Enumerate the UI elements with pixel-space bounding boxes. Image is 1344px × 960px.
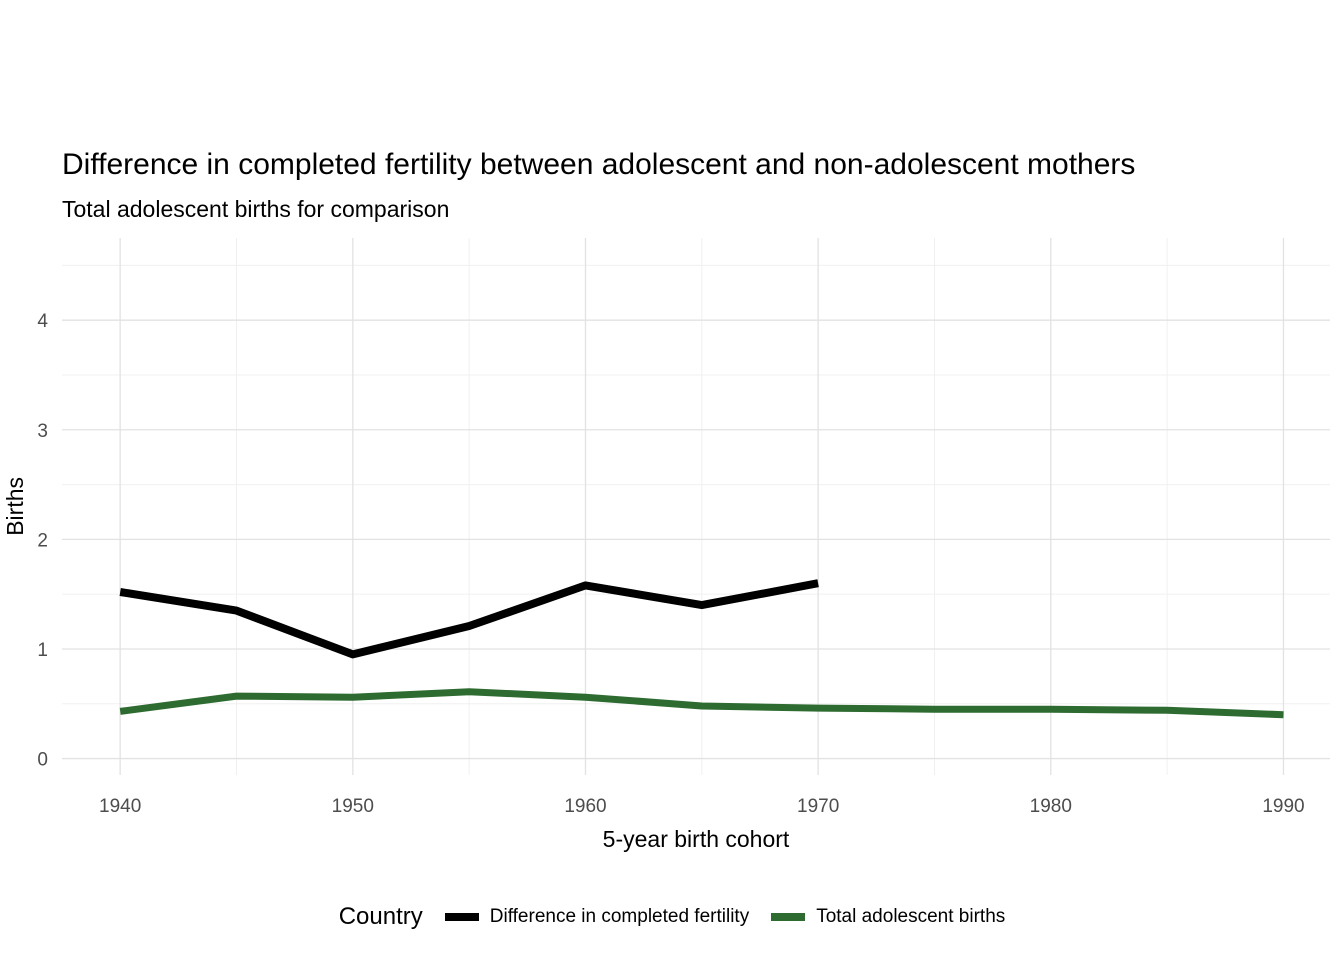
- series-line-difference: [119, 579, 819, 659]
- x-tick-label: 1940: [99, 796, 141, 817]
- legend-item-total-births: Total adolescent births: [771, 906, 1005, 928]
- legend-item-difference: Difference in completed fertility: [444, 906, 750, 928]
- y-axis-title: Births: [1, 477, 28, 536]
- legend-swatch-total-births: [771, 913, 806, 921]
- legend-label-difference: Difference in completed fertility: [489, 906, 750, 927]
- chart-subtitle: Total adolescent births for comparison: [62, 196, 450, 222]
- x-tick-label: 1970: [797, 796, 839, 817]
- legend-swatch-difference: [444, 913, 479, 921]
- legend-title: Country: [338, 903, 423, 930]
- y-tick-label: 2: [37, 530, 48, 551]
- y-tick-label: 3: [37, 421, 48, 442]
- y-tick-label: 4: [37, 311, 48, 332]
- series-line-total-births: [119, 688, 1284, 719]
- chart-title: Difference in completed fertility betwee…: [62, 148, 1136, 181]
- x-tick-label: 1990: [1262, 796, 1304, 817]
- x-axis-title: 5-year birth cohort: [602, 826, 790, 852]
- legend-label-total-births: Total adolescent births: [816, 906, 1006, 927]
- y-tick-label: 1: [37, 640, 48, 661]
- x-tick-label: 1960: [564, 796, 606, 817]
- legend: Country Difference in completed fertilit…: [0, 903, 1344, 931]
- x-tick-label: 1980: [1030, 796, 1072, 817]
- x-tick-label: 1950: [332, 796, 374, 817]
- y-tick-label: 0: [37, 750, 48, 771]
